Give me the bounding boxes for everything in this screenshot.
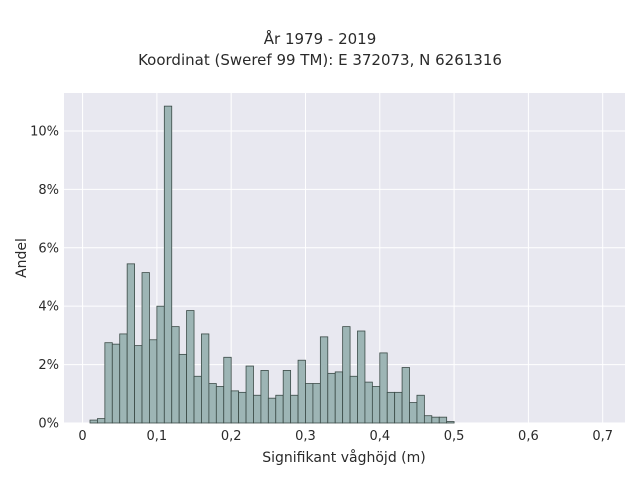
chart-title: År 1979 - 2019 — [263, 30, 377, 48]
histogram-bar — [290, 394, 299, 424]
histogram-bar — [267, 397, 277, 424]
histogram-bar — [193, 375, 202, 424]
x-tick-label: 0,5 — [444, 429, 465, 444]
chart-subtitle: Koordinat (Sweref 99 TM): E 372073, N 62… — [138, 51, 502, 69]
histogram-bar — [409, 402, 418, 424]
histogram-bar — [416, 394, 425, 424]
histogram-bar — [223, 356, 232, 424]
histogram-bar — [134, 345, 143, 424]
x-axis-ticks: 0 0,1 0,2 0,3 0,4 0,5 0,6 0,7 — [78, 429, 613, 444]
histogram-bar — [334, 371, 344, 424]
histogram-bar — [89, 419, 98, 424]
x-tick-label: 0 — [78, 429, 86, 444]
histogram-bar — [342, 326, 351, 424]
histogram-bar — [446, 421, 455, 424]
histogram-bar — [149, 339, 158, 424]
histogram-bar — [163, 105, 173, 424]
x-tick-label: 0,6 — [518, 429, 539, 444]
histogram-bar — [111, 343, 121, 424]
histogram-bar — [401, 367, 410, 424]
y-axis-ticks: 0% 2% 4% 6% 8% 10% — [30, 124, 59, 431]
y-axis-label: Andel — [14, 238, 30, 278]
histogram-bar — [156, 305, 165, 424]
y-tick-label: 0% — [38, 417, 59, 432]
histogram-bar — [282, 370, 292, 424]
histogram-bar — [364, 381, 373, 424]
histogram-bar — [215, 386, 225, 424]
y-tick-label: 6% — [38, 241, 59, 256]
histogram-bar — [394, 391, 403, 424]
histogram-bar — [119, 333, 128, 424]
y-tick-label: 10% — [30, 124, 59, 139]
histogram-bar — [312, 383, 321, 424]
y-tick-label: 4% — [38, 300, 59, 315]
histogram-bar — [208, 383, 217, 424]
histogram-bar — [371, 386, 381, 424]
x-tick-label: 0,3 — [295, 429, 316, 444]
histogram-bar — [97, 418, 106, 424]
histogram-bar — [327, 372, 336, 424]
histogram-bar — [201, 333, 210, 424]
histogram-bar — [253, 394, 262, 424]
x-tick-label: 0,2 — [221, 429, 242, 444]
histogram-bar — [305, 383, 314, 424]
histogram-bar — [260, 370, 269, 424]
histogram-bar — [245, 365, 254, 424]
x-tick-label: 0,1 — [147, 429, 168, 444]
histogram-bar — [386, 391, 396, 424]
histogram-bars — [89, 105, 455, 424]
histogram-bar — [275, 394, 284, 424]
y-tick-label: 2% — [38, 358, 59, 373]
histogram-bar — [379, 352, 388, 424]
x-axis-label: Signifikant våghöjd (m) — [262, 449, 425, 466]
histogram-bar — [178, 353, 188, 424]
histogram-bar — [423, 415, 433, 424]
histogram-bar — [230, 390, 240, 424]
x-tick-label: 0,7 — [592, 429, 613, 444]
histogram-bar — [141, 272, 150, 424]
histogram-bar — [349, 375, 358, 424]
histogram-bar — [438, 416, 448, 424]
histogram-bar — [126, 263, 135, 424]
histogram-bar — [104, 342, 113, 424]
histogram-bar — [186, 310, 195, 424]
histogram-bar — [357, 330, 366, 424]
histogram-bar — [431, 416, 440, 424]
x-tick-label: 0,4 — [369, 429, 390, 444]
histogram-bar — [171, 326, 180, 424]
histogram-bar — [297, 359, 306, 424]
histogram-bar — [319, 336, 329, 424]
y-tick-label: 8% — [38, 183, 59, 198]
histogram-bar — [238, 391, 247, 424]
